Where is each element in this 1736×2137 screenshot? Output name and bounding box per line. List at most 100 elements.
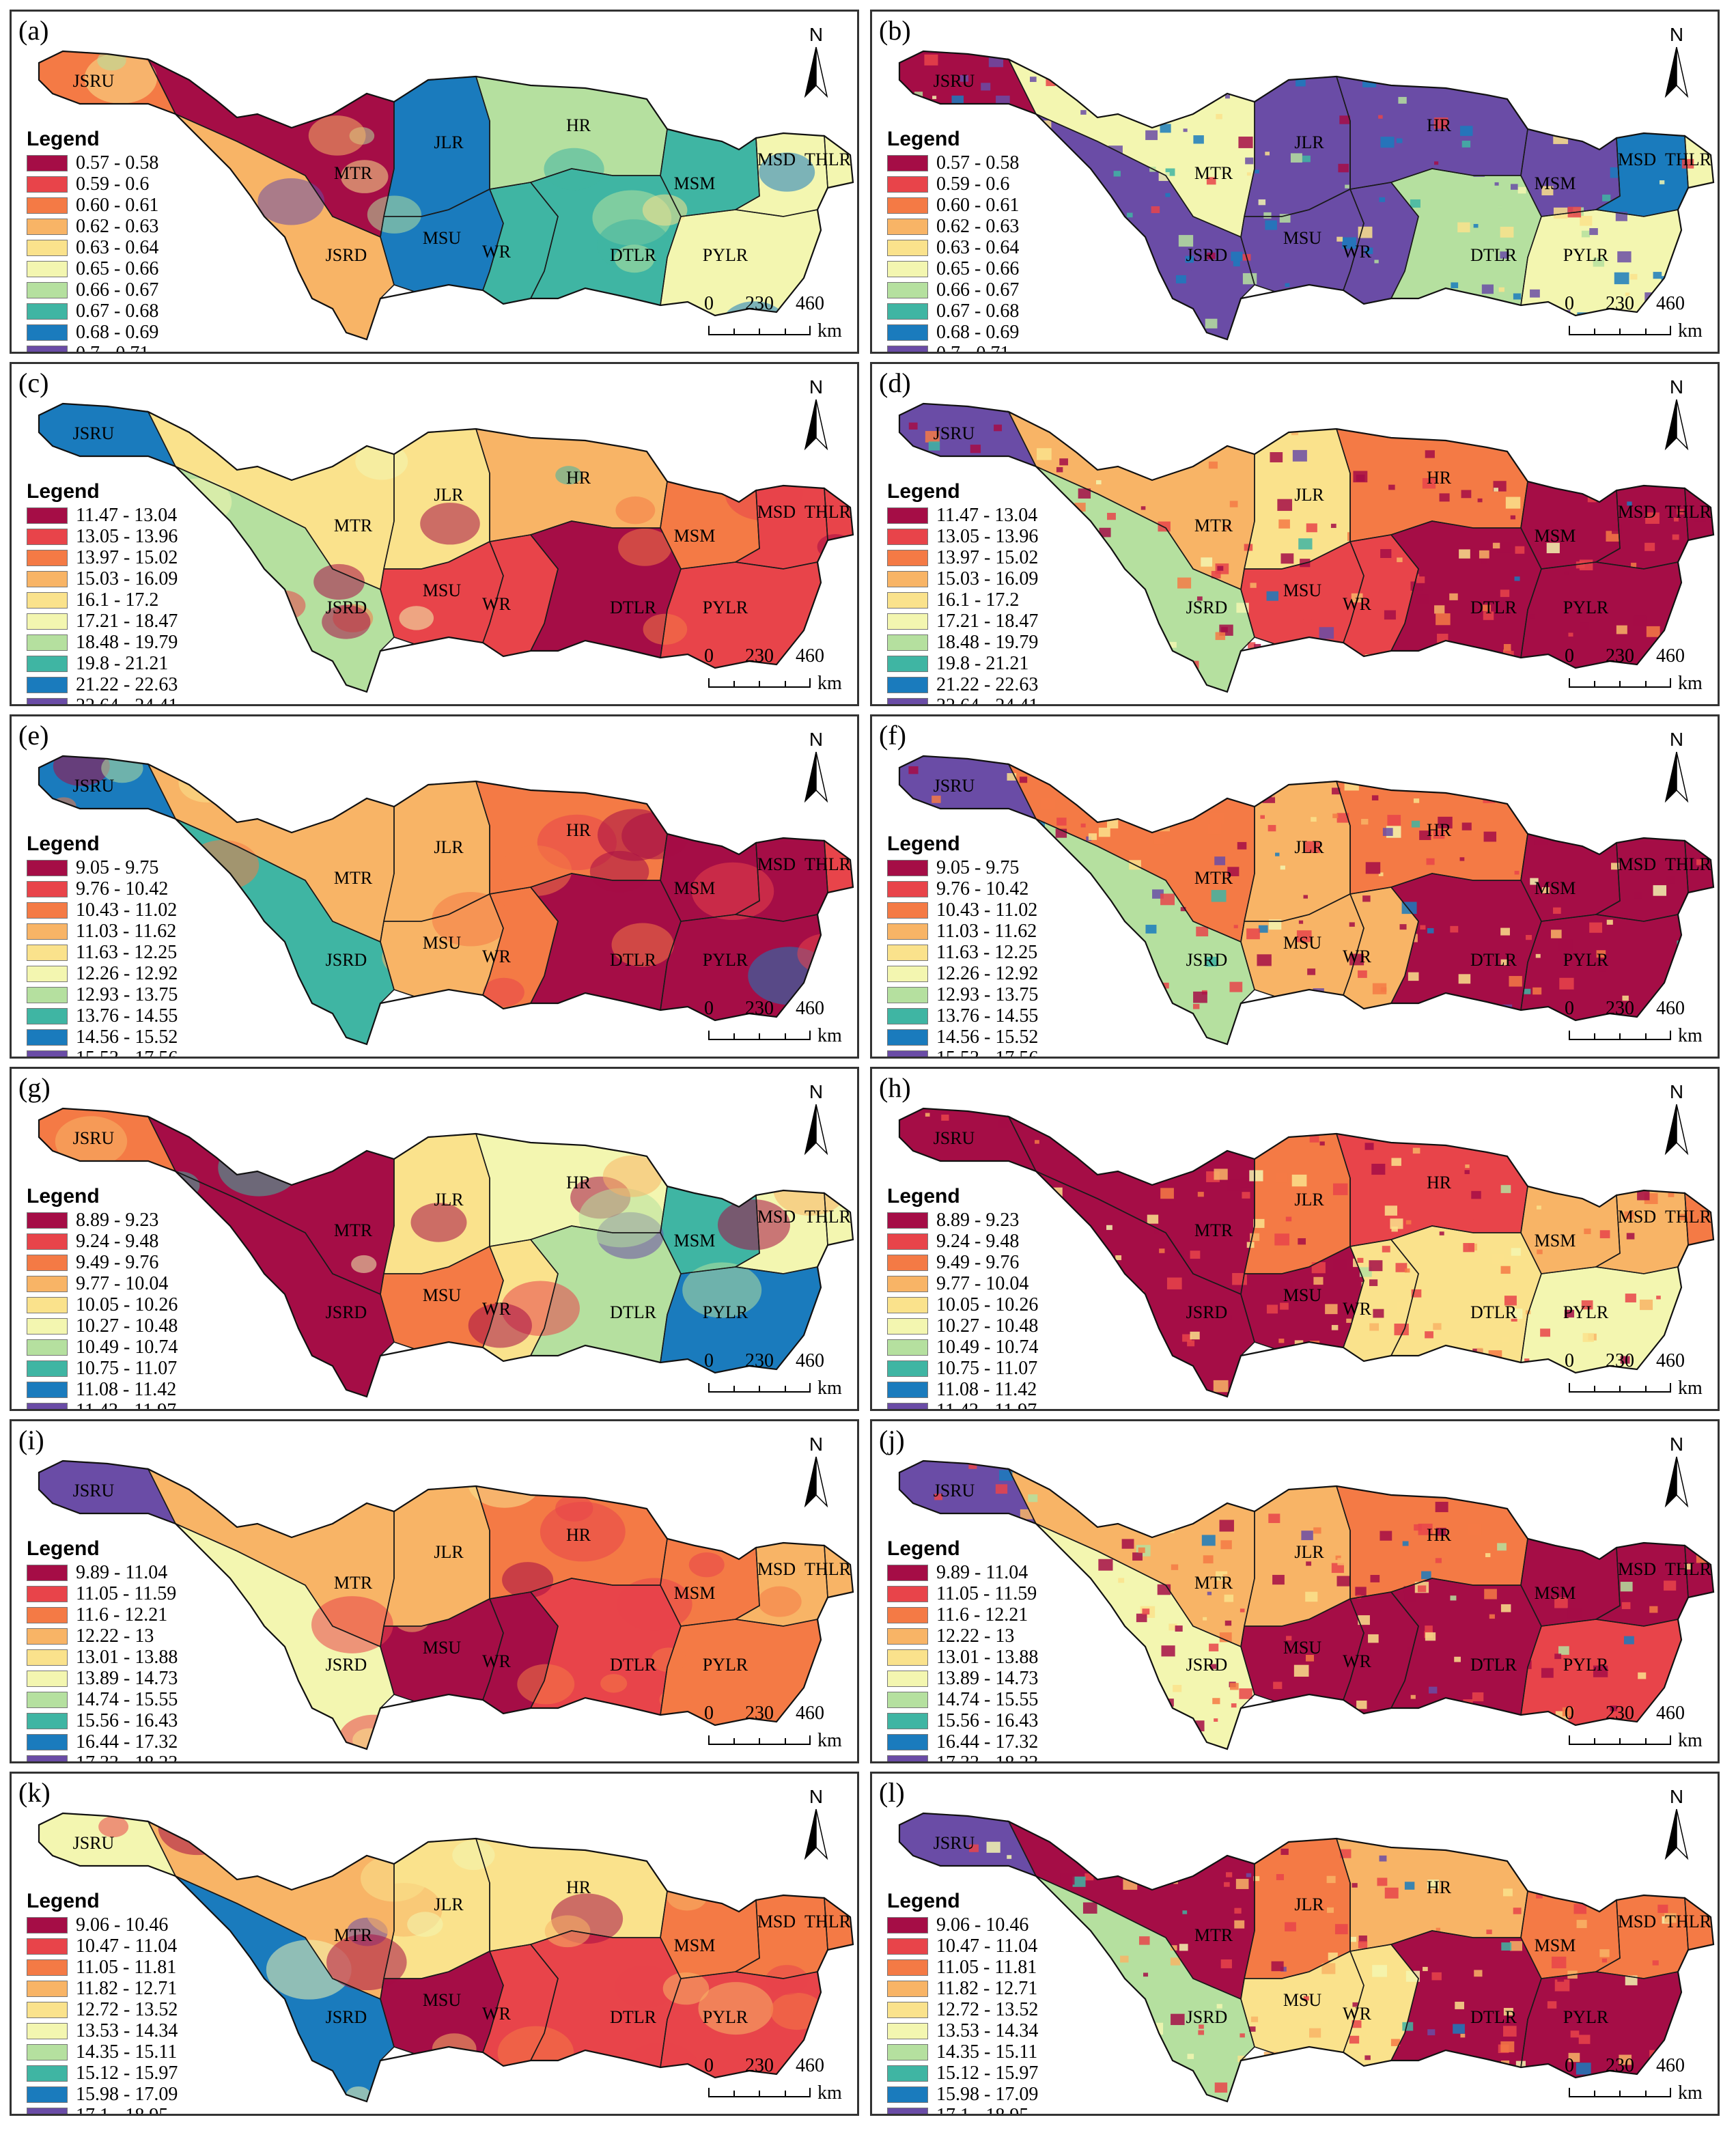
texture-cell [1224, 1620, 1232, 1626]
region-label-dtlr: DTLR [1470, 598, 1517, 617]
region-label-jlr: JLR [1294, 837, 1324, 857]
texture-cell [1107, 1375, 1123, 1388]
scale-tick [1594, 1033, 1595, 1040]
texture-cell [1367, 1470, 1377, 1479]
region-jlr [1244, 429, 1350, 569]
legend-swatch [887, 1938, 928, 1955]
texture-cell [1619, 55, 1629, 62]
texture-cell [1398, 96, 1407, 104]
texture-cell [1225, 1872, 1233, 1877]
north-arrow: N [1656, 1786, 1697, 1866]
legend-range: 0.65 - 0.66 [76, 257, 159, 279]
legend-range: 10.75 - 11.07 [76, 1357, 178, 1379]
texture-cell [1268, 824, 1276, 832]
texture-cell [1361, 1282, 1370, 1289]
texture-cell [1461, 140, 1471, 148]
texture-cell [1242, 273, 1257, 285]
legend-swatch [27, 1606, 68, 1623]
legend-item: 10.75 - 11.07 [27, 1358, 178, 1379]
legend-range: 12.22 - 13 [936, 1625, 1015, 1647]
texture-cell [1352, 1883, 1358, 1888]
texture-cell [1145, 61, 1151, 66]
legend-item: 9.05 - 9.75 [887, 857, 1038, 878]
legend-swatch [887, 1755, 928, 1761]
texture-cell [1213, 1380, 1229, 1393]
legend-range: 15.53 - 17.56 [936, 1047, 1039, 1059]
texture-cell [1507, 418, 1515, 425]
region-mtr [148, 412, 394, 589]
texture-cell [1371, 1163, 1386, 1175]
scale-bar: 0 230 460 km [704, 1350, 845, 1405]
texture-cell [1524, 1390, 1539, 1397]
region-hr [1336, 781, 1528, 894]
texture-cell [1121, 1393, 1128, 1397]
texture-cell [1509, 1309, 1523, 1319]
region-msu [1241, 1246, 1364, 1349]
legend: Legend 9.89 - 11.04 11.05 - 11.59 11.6 - 12… [887, 1537, 1038, 1761]
legend-range: 14.35 - 15.11 [936, 2041, 1038, 2063]
scale-tick [733, 1386, 735, 1393]
legend-item: 12.72 - 13.52 [27, 1999, 178, 2020]
legend-swatch [27, 1296, 68, 1313]
region-label-msd: MSD [757, 1207, 796, 1227]
legend-item: 9.89 - 11.04 [887, 1562, 1038, 1583]
texture-cell [1698, 599, 1709, 607]
region-jsru [899, 404, 1036, 466]
region-label-msm: MSM [674, 1583, 716, 1603]
legend-swatch [887, 1007, 928, 1024]
texture-cell [1483, 604, 1491, 611]
texture-cell [1416, 576, 1425, 583]
texture-cell [1617, 251, 1632, 263]
region-pylr [1521, 562, 1681, 668]
texture-cell [1275, 852, 1280, 856]
texture-cell [1630, 1839, 1636, 1844]
texture-blob [642, 194, 688, 226]
texture-cell [1303, 1996, 1309, 2001]
texture-cell [979, 820, 994, 830]
region-label-msm: MSM [1535, 173, 1576, 193]
region-msm [660, 481, 759, 569]
texture-cell [1056, 466, 1063, 473]
texture-cell [1106, 1225, 1112, 1230]
texture-cell [1451, 1128, 1458, 1134]
texture-cell [1576, 2063, 1591, 2075]
scale-tick [785, 1033, 786, 1040]
texture-cell [1067, 180, 1072, 184]
texture-cell [1050, 1591, 1065, 1603]
texture-cell [1364, 1143, 1374, 1150]
region-mtr [1009, 1469, 1255, 1647]
texture-cell [1106, 266, 1116, 275]
texture-cell [1087, 162, 1096, 169]
legend-swatch [27, 2086, 68, 2103]
scale-unit: km [817, 1025, 842, 1046]
region-label-pylr: PYLR [1563, 245, 1609, 265]
texture-cell [1612, 1535, 1623, 1544]
texture-cell [1683, 1999, 1693, 2007]
texture-blob [308, 115, 366, 156]
texture-cell [1465, 688, 1480, 692]
texture-cell [1331, 1563, 1344, 1574]
texture-cell [1207, 1591, 1212, 1595]
texture-cell [1397, 1302, 1411, 1314]
legend-swatch [887, 697, 928, 704]
legend-range: 11.43 - 11.97 [936, 1399, 1037, 1411]
legend-item: 10.75 - 11.07 [887, 1358, 1038, 1379]
texture-cell [1311, 817, 1317, 822]
legend-range: 9.89 - 11.04 [76, 1561, 168, 1583]
region-label-pylr: PYLR [1563, 1302, 1609, 1322]
legend-range: 13.89 - 14.73 [76, 1667, 178, 1689]
texture-cell [1292, 449, 1307, 462]
legend-item: 0.67 - 0.68 [887, 301, 1019, 322]
region-thlr [824, 136, 853, 188]
texture-blob [555, 1495, 593, 1522]
texture-cell [1564, 571, 1569, 575]
texture-cell [1298, 650, 1311, 660]
texture-cell [1709, 318, 1713, 325]
region-jsru [899, 1813, 1036, 1876]
panel-label: (l) [879, 1777, 905, 1808]
legend-item: 0.59 - 0.6 [887, 173, 1019, 195]
texture-cell [1429, 1162, 1442, 1173]
texture-cell [1028, 1494, 1038, 1503]
texture-blob [326, 1933, 407, 1991]
texture-blob [268, 1363, 341, 1397]
